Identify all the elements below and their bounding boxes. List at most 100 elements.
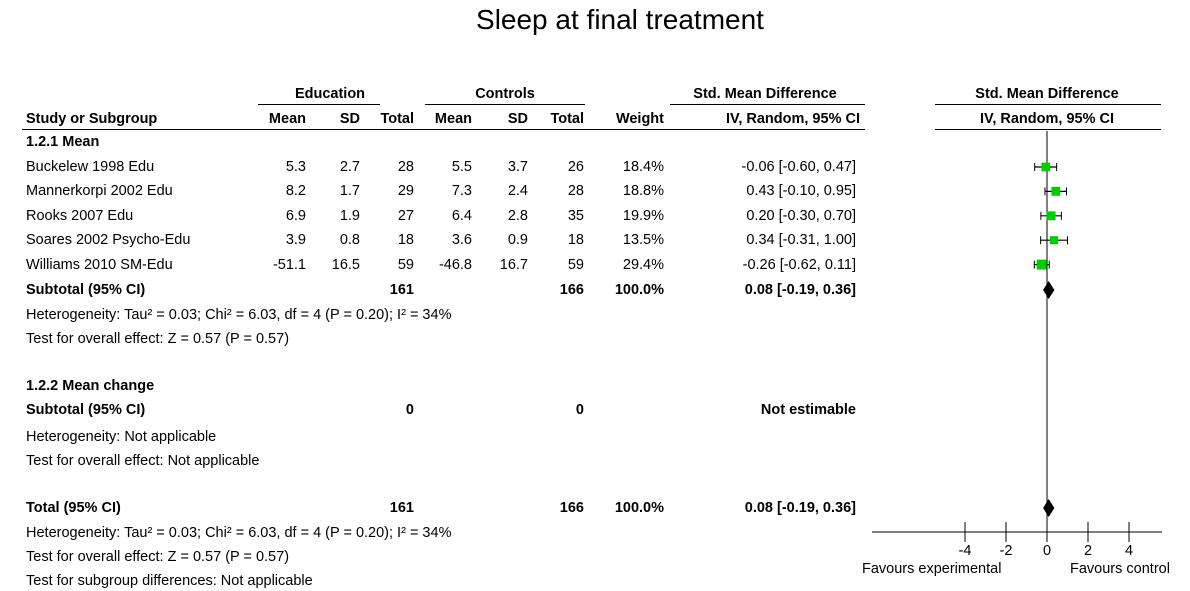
study-ctrl-sd: 0.9: [507, 232, 528, 249]
study-ci-text: -0.26 [-0.62, 0.11]: [742, 256, 856, 273]
x-tick-label: -4: [959, 543, 972, 559]
col-study-header: Study or Subgroup: [26, 111, 158, 127]
total-exp-total: 161: [389, 500, 414, 516]
group-header-controls: Controls: [475, 86, 535, 102]
plot-measure-header: Std. Mean Difference: [975, 86, 1119, 102]
study-ctrl-mean: 6.4: [451, 207, 472, 224]
subgroup2-ci: Not estimable: [760, 402, 856, 418]
study-ctrl-total: 35: [567, 207, 584, 224]
study-weight: 18.4%: [622, 159, 664, 175]
subgroup2-exp-total: 0: [405, 402, 414, 418]
total-weight: 100.0%: [614, 500, 664, 516]
study-exp-mean: -51.1: [272, 256, 306, 273]
x-tick-label: 4: [1125, 543, 1133, 559]
subgroup1-heterogeneity: Heterogeneity: Tau² = 0.03; Chi² = 6.03,…: [26, 307, 452, 323]
col-exp-mean-header: Mean: [268, 111, 306, 127]
study-exp-sd: 2.7: [339, 159, 360, 175]
subgroup1-ctrl-total: 166: [559, 282, 584, 298]
study-exp-sd: 0.8: [339, 232, 360, 249]
study-ctrl-mean: 3.6: [451, 232, 472, 249]
study-ctrl-total: 18: [567, 232, 584, 249]
study-ci-text: 0.34 [-0.31, 1.00]: [746, 232, 856, 249]
total-ci: 0.08 [-0.19, 0.36]: [744, 500, 856, 516]
col-weight-header: Weight: [615, 111, 664, 127]
effect-header-rule: [670, 104, 865, 105]
subgroup1-overall-effect: Test for overall effect: Z = 0.57 (P = 0…: [26, 331, 290, 347]
study-ctrl-total: 26: [567, 159, 584, 175]
total-ctrl-total: 166: [559, 500, 584, 516]
col-ctrl-sd-header: SD: [507, 111, 528, 127]
study-ctrl-sd: 2.8: [507, 207, 528, 224]
subgroup2-ctrl-total: 0: [575, 402, 584, 418]
study-weight: 19.9%: [622, 207, 664, 224]
study-point-marker: [1041, 162, 1051, 172]
total-overall-effect: Test for overall effect: Z = 0.57 (P = 0…: [26, 549, 290, 565]
study-ci-text: 0.20 [-0.30, 0.70]: [746, 207, 856, 224]
plot-header-rule: [935, 104, 1161, 105]
x-tick-label: 2: [1084, 543, 1092, 559]
total-label: Total (95% CI): [26, 500, 121, 516]
study-point-marker: [1036, 259, 1047, 270]
study-ci-text: 0.43 [-0.10, 0.95]: [746, 183, 856, 200]
subgroup1-label: 1.2.1 Mean: [26, 134, 100, 150]
subgroup2-subtotal-label: Subtotal (95% CI): [26, 402, 146, 418]
study-exp-mean: 3.9: [285, 232, 306, 249]
subgroup1-exp-total: 161: [389, 282, 414, 298]
study-ctrl-mean: 5.5: [451, 159, 472, 175]
table-header-rule: [22, 129, 865, 130]
study-point-marker: [1049, 236, 1058, 245]
study-ctrl-mean: -46.8: [438, 256, 472, 273]
study-exp-total: 59: [397, 256, 414, 273]
subgroup2-heterogeneity: Heterogeneity: Not applicable: [26, 429, 217, 445]
study-ctrl-total: 28: [567, 183, 584, 200]
subgroup1-weight: 100.0%: [614, 282, 664, 298]
study-ctrl-mean: 7.3: [451, 183, 472, 200]
study-ctrl-total: 59: [567, 256, 584, 273]
study-exp-sd: 16.5: [331, 256, 360, 273]
study-exp-mean: 6.9: [285, 207, 306, 224]
study-point-marker: [1051, 187, 1061, 196]
col-exp-total-header: Total: [380, 111, 414, 127]
study-exp-total: 29: [397, 183, 414, 200]
study-ctrl-sd: 16.7: [499, 256, 528, 273]
col-ctrl-mean-header: Mean: [434, 111, 472, 127]
total-heterogeneity: Heterogeneity: Tau² = 0.03; Chi² = 6.03,…: [26, 525, 452, 541]
subtotal-diamond: [1043, 281, 1055, 299]
subgroup1-subtotal-label: Subtotal (95% CI): [26, 282, 146, 298]
x-tick-label: 0: [1043, 543, 1051, 559]
education-header-rule: [258, 104, 380, 105]
study-study-name: Soares 2002 Psycho-Edu: [26, 232, 191, 249]
study-exp-mean: 8.2: [285, 183, 306, 200]
subgroup-differences-test: Test for subgroup differences: Not appli…: [26, 573, 313, 589]
study-study-name: Mannerkorpi 2002 Edu: [26, 183, 173, 200]
subgroup2-label: 1.2.2 Mean change: [26, 378, 155, 394]
col-ctrl-total-header: Total: [550, 111, 584, 127]
plot-method-header: IV, Random, 95% CI: [979, 111, 1115, 127]
study-exp-mean: 5.3: [285, 159, 306, 175]
favours-experimental-label: Favours experimental: [862, 561, 1002, 577]
study-ci-text: -0.06 [-0.60, 0.47]: [741, 159, 856, 175]
study-point-marker: [1046, 211, 1056, 221]
study-ctrl-sd: 2.4: [507, 183, 528, 200]
x-tick-label: -2: [1000, 543, 1013, 559]
study-weight: 29.4%: [622, 256, 664, 273]
study-study-name: Buckelew 1998 Edu: [26, 159, 155, 175]
effect-measure-header: Std. Mean Difference: [693, 86, 837, 102]
controls-header-rule: [425, 104, 585, 105]
subgroup1-ci: 0.08 [-0.19, 0.36]: [744, 282, 856, 298]
chart-title: Sleep at final treatment: [476, 4, 764, 35]
study-weight: 18.8%: [622, 183, 664, 200]
study-exp-total: 28: [397, 159, 414, 175]
col-method-header: IV, Random, 95% CI: [725, 111, 860, 127]
favours-control-label: Favours control: [1070, 561, 1170, 577]
subgroup2-overall-effect: Test for overall effect: Not applicable: [26, 453, 260, 469]
study-exp-sd: 1.7: [339, 183, 360, 200]
plot-method-rule: [935, 129, 1161, 130]
study-weight: 13.5%: [622, 232, 664, 249]
group-header-education: Education: [294, 86, 366, 102]
total-diamond: [1043, 499, 1055, 517]
study-study-name: Williams 2010 SM-Edu: [26, 256, 173, 273]
study-exp-total: 27: [397, 207, 414, 224]
study-exp-total: 18: [397, 232, 414, 249]
